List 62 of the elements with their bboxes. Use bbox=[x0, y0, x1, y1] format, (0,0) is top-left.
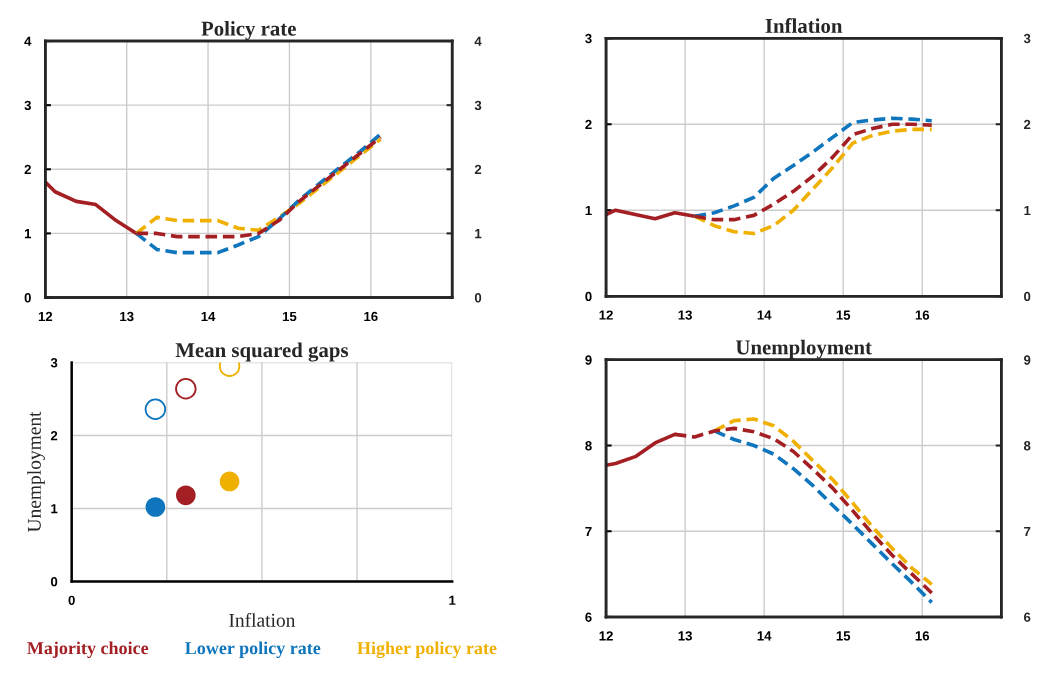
point bbox=[175, 378, 197, 400]
x-tick-label: 14 bbox=[201, 311, 216, 321]
y-tick-label: 2 bbox=[50, 431, 58, 441]
y-tick-label: 7 bbox=[585, 526, 592, 537]
y-tick-label: 0 bbox=[50, 576, 58, 587]
y2-tick-label: 4 bbox=[474, 36, 482, 46]
y2-tick-label: 0 bbox=[474, 293, 482, 303]
x-tick-label: 16 bbox=[915, 631, 930, 641]
y-tick-label: 0 bbox=[24, 293, 31, 303]
x-tick-label: 13 bbox=[120, 311, 134, 322]
y-tick-label: 4 bbox=[24, 36, 32, 46]
chart-title: Mean squared gaps bbox=[175, 342, 349, 362]
y2-tick-label: 1 bbox=[1024, 205, 1031, 215]
y2-tick-label: 3 bbox=[474, 100, 482, 111]
y-tick-label: 9 bbox=[585, 355, 592, 365]
x-tick-label: 15 bbox=[836, 631, 851, 641]
y-tick-label: 1 bbox=[51, 504, 58, 514]
point bbox=[144, 398, 167, 420]
y-tick-label: 2 bbox=[585, 119, 592, 130]
y2-tick-label: 2 bbox=[474, 164, 482, 175]
y-tick-label: 3 bbox=[24, 100, 31, 111]
y-axis-title: Unemployment bbox=[27, 411, 45, 533]
x-tick-label: 12 bbox=[599, 310, 613, 320]
y-tick-label: 1 bbox=[24, 229, 32, 239]
x-tick-label: 16 bbox=[915, 310, 930, 320]
y-tick-label: 3 bbox=[50, 358, 58, 368]
point bbox=[219, 471, 240, 492]
x-tick-label: 15 bbox=[282, 311, 297, 322]
y-tick-label: 0 bbox=[585, 291, 592, 302]
chart-title: Unemployment bbox=[735, 339, 872, 359]
chart-title: Inflation bbox=[765, 18, 843, 33]
y-tick-label: 2 bbox=[24, 164, 31, 175]
x-tick-label: 14 bbox=[757, 631, 772, 641]
x-tick-label: 13 bbox=[678, 310, 692, 320]
y-tick-label: 1 bbox=[585, 205, 592, 215]
y2-tick-label: 0 bbox=[1024, 291, 1031, 302]
text: Lower policy rate bbox=[185, 641, 321, 658]
y2-tick-label: 9 bbox=[1023, 355, 1031, 365]
point bbox=[176, 485, 196, 506]
y2-tick-label: 7 bbox=[1024, 526, 1031, 537]
y-tick-label: 6 bbox=[585, 612, 592, 622]
text: Majority choice bbox=[27, 641, 149, 658]
line-series bbox=[134, 132, 383, 255]
y-tick-label: 3 bbox=[585, 33, 592, 44]
line-series bbox=[712, 417, 934, 587]
point bbox=[145, 497, 166, 517]
y2-tick-label: 6 bbox=[1024, 612, 1031, 622]
x-tick-label: 12 bbox=[599, 631, 613, 641]
x-axis-title: Inflation bbox=[229, 612, 296, 627]
x-tick-label: 15 bbox=[836, 310, 851, 320]
y2-tick-label: 1 bbox=[475, 229, 482, 239]
y-tick-label: 8 bbox=[585, 441, 592, 451]
x-tick-label: 14 bbox=[757, 310, 772, 320]
x-tick-label: 16 bbox=[364, 311, 378, 322]
y2-tick-label: 3 bbox=[1023, 33, 1031, 44]
x-tick-label: 13 bbox=[678, 631, 692, 641]
chart-title: Policy rate bbox=[201, 21, 296, 40]
y2-tick-label: 2 bbox=[1023, 119, 1031, 130]
text: Higher policy rate bbox=[357, 641, 497, 659]
line-series bbox=[692, 127, 934, 236]
y2-tick-label: 8 bbox=[1023, 441, 1031, 451]
x-tick-label: 12 bbox=[38, 311, 53, 321]
